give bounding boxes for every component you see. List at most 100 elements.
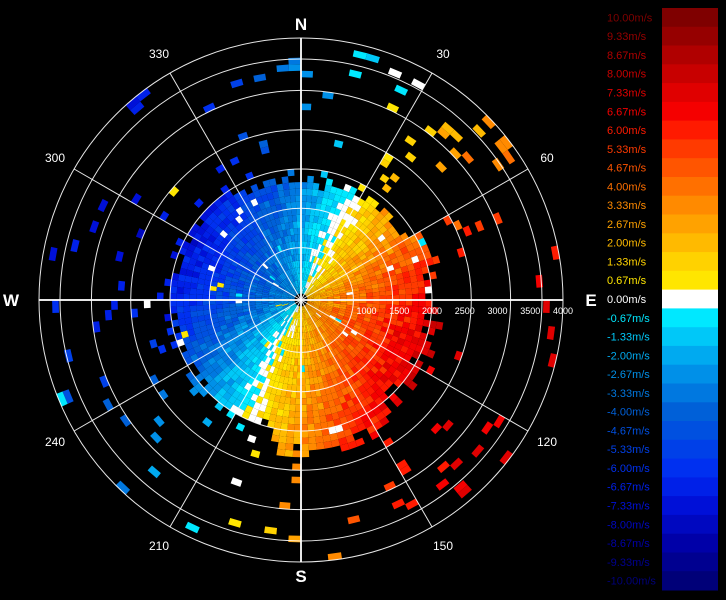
velocity-gate <box>305 247 310 255</box>
velocity-gate <box>312 182 320 190</box>
velocity-gate <box>281 176 289 184</box>
velocity-gate <box>261 338 268 346</box>
velocity-gate <box>317 216 323 225</box>
velocity-gate <box>196 364 206 374</box>
velocity-gate <box>256 308 263 312</box>
velocity-gate <box>274 279 281 285</box>
velocity-gate <box>379 374 389 384</box>
velocity-gate <box>240 236 249 245</box>
velocity-gate <box>450 129 464 143</box>
velocity-gate <box>387 225 397 235</box>
velocity-gate <box>449 147 462 160</box>
velocity-gate <box>275 203 282 212</box>
velocity-gate <box>176 287 184 294</box>
velocity-gate <box>391 244 401 253</box>
velocity-gate <box>310 308 317 314</box>
velocity-gate <box>308 310 313 317</box>
velocity-gate <box>189 386 199 397</box>
velocity-gate <box>265 356 272 365</box>
velocity-gate <box>386 344 395 353</box>
velocity-gate <box>282 280 288 287</box>
velocity-gate <box>310 202 317 210</box>
velocity-gate <box>385 357 395 366</box>
velocity-gate <box>273 197 281 206</box>
velocity-gate <box>305 312 308 319</box>
velocity-gate <box>356 352 365 361</box>
velocity-gate <box>382 271 390 278</box>
velocity-gate <box>349 405 358 414</box>
velocity-gate <box>256 381 264 390</box>
velocity-gate <box>321 428 330 436</box>
velocity-gate <box>295 201 301 209</box>
velocity-gate <box>417 280 425 288</box>
velocity-gate <box>261 275 268 281</box>
velocity-gate <box>322 91 334 100</box>
velocity-gate <box>348 200 357 210</box>
velocity-gate <box>236 309 244 314</box>
velocity-gate <box>255 290 263 294</box>
velocity-gate <box>250 449 261 459</box>
velocity-gate <box>383 370 393 379</box>
velocity-gate <box>56 391 68 407</box>
velocity-gate <box>335 277 342 283</box>
velocity-gate <box>388 392 399 403</box>
velocity-gate <box>283 322 288 329</box>
colorbar-label: -10.00m/s <box>607 576 656 588</box>
velocity-gate <box>257 312 265 317</box>
velocity-gate <box>339 288 346 292</box>
colorbar-label: 4.67m/s <box>607 163 647 175</box>
velocity-gate <box>284 278 290 285</box>
colorbar-swatch <box>662 421 718 441</box>
velocity-gate <box>396 364 406 374</box>
velocity-gate <box>292 463 301 471</box>
velocity-gate <box>341 422 351 431</box>
velocity-gate <box>333 370 340 378</box>
velocity-gate <box>223 311 231 317</box>
velocity-gate <box>340 443 350 452</box>
velocity-gate <box>312 263 317 271</box>
velocity-gate <box>319 252 325 260</box>
velocity-gate <box>329 342 336 350</box>
velocity-gate <box>295 404 301 412</box>
velocity-gate <box>311 337 316 345</box>
velocity-gate <box>311 287 317 293</box>
velocity-gate <box>264 405 273 414</box>
velocity-gate <box>242 326 250 333</box>
velocity-gate <box>375 242 384 251</box>
velocity-gate <box>282 335 287 343</box>
velocity-gate <box>292 450 301 458</box>
velocity-gate <box>202 294 210 300</box>
velocity-gate <box>178 274 186 282</box>
velocity-gate <box>327 212 334 221</box>
velocity-gate <box>346 270 354 277</box>
velocity-gate <box>327 358 334 366</box>
velocity-gate <box>193 198 204 208</box>
velocity-gate <box>221 265 230 272</box>
velocity-gate <box>312 410 320 418</box>
velocity-gate <box>280 223 286 231</box>
velocity-gate <box>291 275 295 282</box>
velocity-gate <box>349 186 358 195</box>
velocity-gate <box>295 306 299 313</box>
velocity-gate <box>499 135 513 150</box>
velocity-gate <box>259 247 267 255</box>
velocity-gate <box>297 306 300 313</box>
velocity-gate <box>294 319 297 326</box>
velocity-gate <box>221 250 230 258</box>
velocity-gate <box>209 221 219 230</box>
velocity-gate <box>349 241 357 250</box>
range-label: 3000 <box>487 306 507 316</box>
velocity-gate <box>310 286 316 292</box>
velocity-gate <box>324 407 332 416</box>
velocity-gate <box>274 246 280 254</box>
velocity-gate <box>340 341 348 349</box>
velocity-gate <box>262 321 270 327</box>
velocity-gate <box>276 325 282 332</box>
velocity-gate <box>372 328 381 335</box>
colorbar-swatch <box>662 402 718 422</box>
velocity-gate <box>393 397 403 408</box>
velocity-gate <box>328 326 336 333</box>
velocity-gate <box>243 374 252 383</box>
velocity-gate <box>499 450 513 465</box>
